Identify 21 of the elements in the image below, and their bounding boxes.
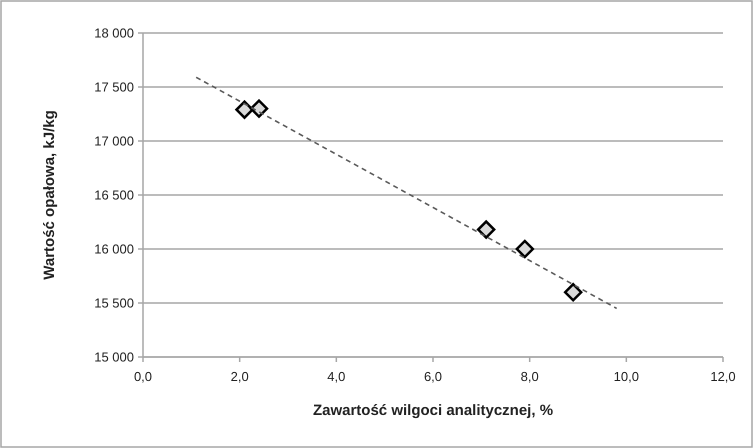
point	[564, 282, 582, 302]
y-tick-label: 16 000	[94, 242, 134, 257]
y-tick-label: 16 500	[94, 188, 134, 203]
y-tick-label: 15 500	[94, 296, 134, 311]
x-tick-label: 8,0	[520, 369, 539, 384]
y-tick-label: 17 500	[94, 80, 134, 95]
point	[476, 220, 496, 239]
point	[250, 99, 268, 118]
x-tick-label: 6,0	[424, 369, 442, 384]
x-tick-label: 12,0	[710, 369, 736, 384]
y-tick-label: 15 000	[94, 350, 134, 365]
point	[235, 100, 254, 119]
point	[516, 240, 534, 258]
y-axis-title: Wartość opałowa, kJ/kg	[41, 110, 58, 280]
x-tick-label: 2,0	[230, 369, 249, 384]
x-axis-title: Zawartość wilgoci analitycznej, %	[312, 402, 554, 419]
x-tick-label: 0,0	[134, 369, 152, 384]
y-tick-label: 18 000	[94, 26, 134, 41]
x-tick-label: 4,0	[327, 369, 346, 384]
x-tick-label: 10,0	[614, 369, 639, 384]
y-tick-label: 17 000	[94, 134, 134, 149]
